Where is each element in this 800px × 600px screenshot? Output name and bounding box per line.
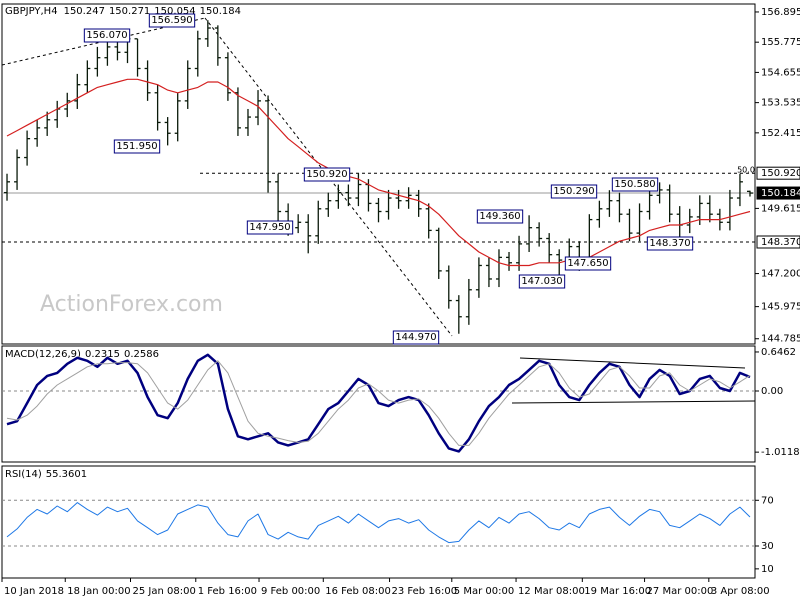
y-tick-label: 149.615 <box>761 203 800 214</box>
x-tick-label: 16 Feb 08:00 <box>325 586 391 597</box>
level-label-box <box>756 235 800 249</box>
annotation-box <box>518 274 566 289</box>
rsi-header: RSI(14) 55.3601 <box>5 469 87 480</box>
y-tick-label: 144.785 <box>761 334 800 345</box>
rsi-panel <box>1 465 756 579</box>
annotation: 149.360 <box>479 211 520 222</box>
macd-header: MACD(12,26,9) 0.2315 0.2586 <box>5 349 159 360</box>
y-tick-label: -1.0118 <box>761 447 800 458</box>
annotation-box <box>113 139 161 154</box>
x-tick-label: 3 Apr 08:00 <box>711 586 770 597</box>
annotation: 150.580 <box>614 179 655 190</box>
y-tick-label: 30 <box>761 541 774 552</box>
x-tick-label: 12 Mar 08:00 <box>518 586 585 597</box>
x-tick-label: 19 Mar 16:00 <box>584 586 651 597</box>
y-tick-label: 152.415 <box>761 128 800 139</box>
x-tick-label: 23 Feb 16:00 <box>392 586 458 597</box>
annotation-box <box>392 330 440 345</box>
y-tick-label: 155.775 <box>761 37 800 48</box>
annotation: 147.950 <box>249 222 290 233</box>
annotation: 156.590 <box>151 15 192 26</box>
annotation: 151.950 <box>116 141 157 152</box>
y-tick-label: 10 <box>761 564 774 575</box>
y-tick-label: 0.00 <box>761 386 783 397</box>
y-tick-label: 145.975 <box>761 302 800 313</box>
x-tick-label: 5 Mar 00:00 <box>454 586 514 597</box>
y-tick-label: 154.655 <box>761 67 800 78</box>
x-tick-label: 10 Jan 2018 <box>4 586 64 597</box>
annotation-box <box>564 256 612 271</box>
level-label: 150.920 <box>761 168 800 179</box>
annotation-box <box>303 167 351 182</box>
x-tick-label: 1 Feb 16:00 <box>198 586 257 597</box>
x-tick-label: 25 Jan 08:00 <box>133 586 196 597</box>
triangle-line <box>519 357 746 369</box>
annotation: 50.0 <box>737 166 755 175</box>
macd-panel <box>1 345 756 463</box>
fib-line <box>204 17 453 337</box>
level-label-box <box>756 186 800 200</box>
x-tick-label: 27 Mar 00:00 <box>647 586 714 597</box>
annotation-box <box>246 220 294 235</box>
level-label: 148.370 <box>761 237 800 248</box>
annotation: 147.650 <box>567 258 608 269</box>
y-tick-label: 70 <box>761 495 774 506</box>
annotation: 150.290 <box>553 186 594 197</box>
annotation: 150.920 <box>306 169 347 180</box>
annotation-box <box>550 184 598 199</box>
y-tick-label: 156.895 <box>761 7 800 18</box>
annotation: 156.070 <box>86 30 127 41</box>
annotation: 148.370 <box>649 238 690 249</box>
series-line <box>6 360 751 446</box>
annotation-box <box>148 13 196 28</box>
x-tick-label: 9 Feb 00:00 <box>261 586 320 597</box>
level-label: 150.184 <box>761 188 800 199</box>
annotation-box <box>611 177 659 192</box>
annotation-box <box>83 28 131 43</box>
annotation: 144.970 <box>395 332 436 343</box>
series-line <box>6 78 751 267</box>
x-tick-label: 18 Jan 00:00 <box>67 586 130 597</box>
annotation-box <box>476 209 524 224</box>
y-tick-label: 147.200 <box>761 269 800 280</box>
price-panel <box>1 3 756 345</box>
series-line <box>6 502 751 544</box>
y-tick-label: 153.535 <box>761 98 800 109</box>
watermark: ActionForex.com <box>40 292 223 317</box>
series-line <box>6 353 751 453</box>
price-header: GBPJPY,H4 150.247 150.271 150.054 150.184 <box>5 6 241 17</box>
level-label-box <box>756 166 800 180</box>
annotation: 147.030 <box>521 276 562 287</box>
annotation-box <box>646 236 694 251</box>
triangle-line <box>511 400 756 404</box>
y-tick-label: 0.6462 <box>761 347 796 358</box>
